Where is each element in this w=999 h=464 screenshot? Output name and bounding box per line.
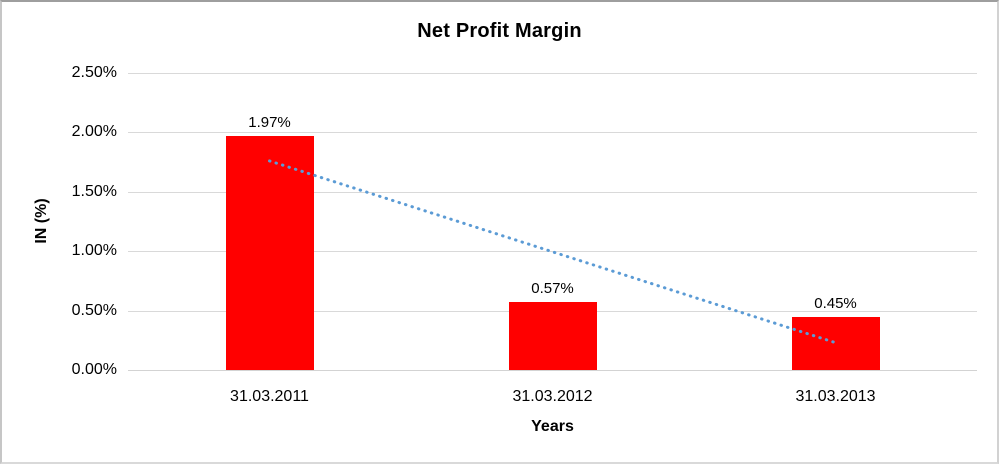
- bar-value-label: 0.57%: [531, 280, 574, 298]
- x-axis-title: Years: [531, 418, 574, 435]
- y-tick-label: 1.00%: [71, 242, 117, 260]
- gridline: [128, 251, 977, 253]
- trendline-path: [268, 159, 837, 345]
- bar-31.03.2012: [508, 302, 597, 370]
- x-tick-label: 31.03.2013: [795, 388, 876, 405]
- bar-31.03.2011: [225, 135, 314, 370]
- gridline: [128, 191, 977, 193]
- bar-31.03.2013: [791, 316, 880, 370]
- y-tick-label: 2.50%: [71, 64, 117, 81]
- chart-title: Net Profit Margin: [417, 20, 582, 42]
- y-tick-label: 0.00%: [71, 361, 117, 378]
- y-tick-label: 2.00%: [71, 123, 117, 141]
- x-tick-label: 31.03.2012: [512, 388, 593, 405]
- y-axis-title: IN (%): [33, 198, 50, 244]
- gridline: [128, 132, 977, 134]
- bar-value-label: 0.45%: [814, 294, 857, 312]
- y-tick-label: 1.50%: [71, 182, 117, 200]
- gridline: [128, 73, 977, 74]
- trendline: [268, 159, 837, 345]
- bar-value-label: 1.97%: [248, 113, 291, 131]
- x-tick-label: 31.03.2011: [230, 388, 309, 405]
- plot-area: 1.97% 0.57% 0.45%: [128, 73, 977, 371]
- y-tick-label: 0.50%: [71, 301, 117, 319]
